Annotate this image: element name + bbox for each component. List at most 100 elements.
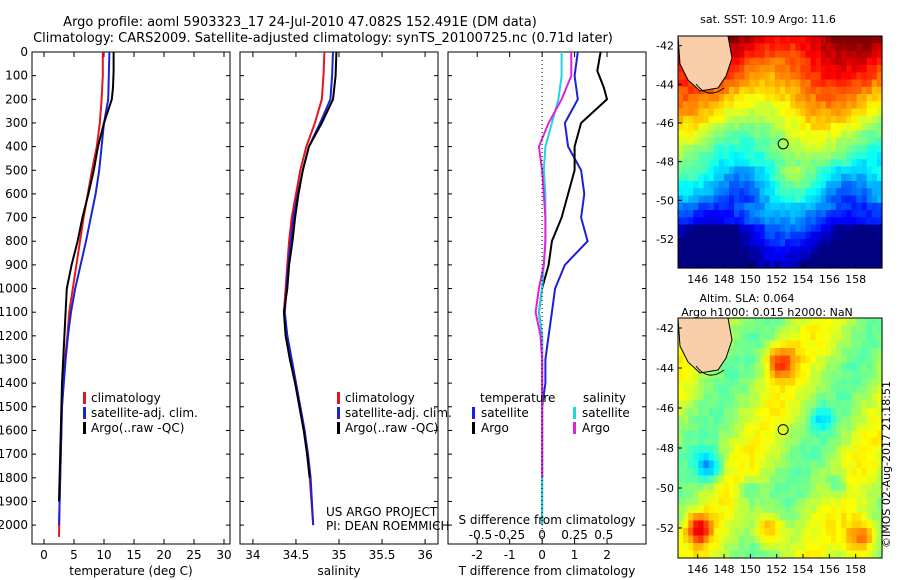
map-cell [713,385,720,394]
map-cell [866,475,873,484]
map-cell [693,528,699,537]
map-cell [729,246,735,255]
map-cell [861,173,868,182]
map-cell [749,188,756,197]
map-cell [780,188,786,197]
map-cell [759,152,766,160]
map-cell [851,123,858,131]
map-cell [866,490,873,499]
map-cell [693,123,699,131]
map-cell [805,36,812,44]
map-cell [861,72,868,81]
map-cell [846,363,852,372]
map-cell [866,393,873,402]
map-cell [861,340,868,349]
map-cell [683,453,689,462]
map-cell [831,520,837,529]
map-cell [683,159,689,168]
ytick-label: 100 [5,69,28,83]
map-cell [678,355,684,364]
map-cell [688,253,694,262]
map-ytick-label: -42 [656,322,674,335]
map-cell [836,453,842,462]
map-cell [734,415,740,424]
map-cell [683,253,689,262]
map-cell [825,415,832,424]
map-cell [764,430,771,439]
map-cell [846,513,852,522]
map-cell [693,430,699,439]
map-cell [795,181,801,189]
map-cell [718,498,725,507]
map-cell [836,36,842,44]
map-cell [795,483,801,492]
map-cell [754,363,761,372]
map-cell [744,340,750,349]
map-cell [678,152,684,160]
map-cell [851,415,858,424]
map-cell [790,202,796,211]
map-cell [820,166,827,175]
map-cell [734,173,740,182]
map-cell [688,378,694,387]
map-cell [820,123,827,131]
map-cell [723,415,730,424]
map-cell [744,453,750,462]
map-cell [825,123,832,131]
map-cell [876,195,883,204]
map-cell [774,318,781,327]
map-cell [729,415,735,424]
map-cell [846,393,852,402]
map-cell [764,393,771,402]
map-cell [810,423,817,432]
map-cell [764,505,771,514]
map-cell [815,94,822,102]
map-cell [785,57,791,66]
map-cell [734,260,740,269]
map-cell [785,378,791,387]
map-cell [693,181,699,189]
map-cell [744,318,750,327]
map-cell [713,550,720,559]
map-cell [764,363,771,372]
map-cell [698,123,705,131]
map-cell [769,318,776,327]
map-cell [856,550,863,559]
map-cell [876,550,883,559]
map-cell [759,260,766,269]
map-cell [876,173,883,182]
map-cell [759,468,766,477]
map-cell [836,543,842,552]
map-cell [846,318,852,327]
map-cell [800,224,807,233]
map-cell [800,453,807,462]
map-cell [703,415,710,424]
map-cell [769,173,776,182]
map-cell [851,498,858,507]
map-cell [734,378,740,387]
map-cell [764,355,771,364]
map-cell [866,415,873,424]
map-cell [698,137,705,146]
map-cell [815,86,822,95]
map-cell [744,483,750,492]
map-cell [810,483,817,492]
map-cell [764,65,771,73]
map-cell [693,260,699,269]
map-cell [729,348,735,357]
map-cell [749,483,756,492]
map-cell [780,543,786,552]
map-cell [876,453,883,462]
map-cell [790,231,796,240]
xtick-label: 0 [538,548,546,562]
map-cell [729,498,735,507]
land-tasmania [677,35,733,92]
map-cell [780,79,786,88]
map-cell [713,460,720,469]
map-cell [866,108,873,117]
map-cell [729,130,735,139]
map-cell [774,50,781,59]
map-cell [703,159,710,168]
map-cell [769,137,776,146]
map-cell [856,513,863,522]
